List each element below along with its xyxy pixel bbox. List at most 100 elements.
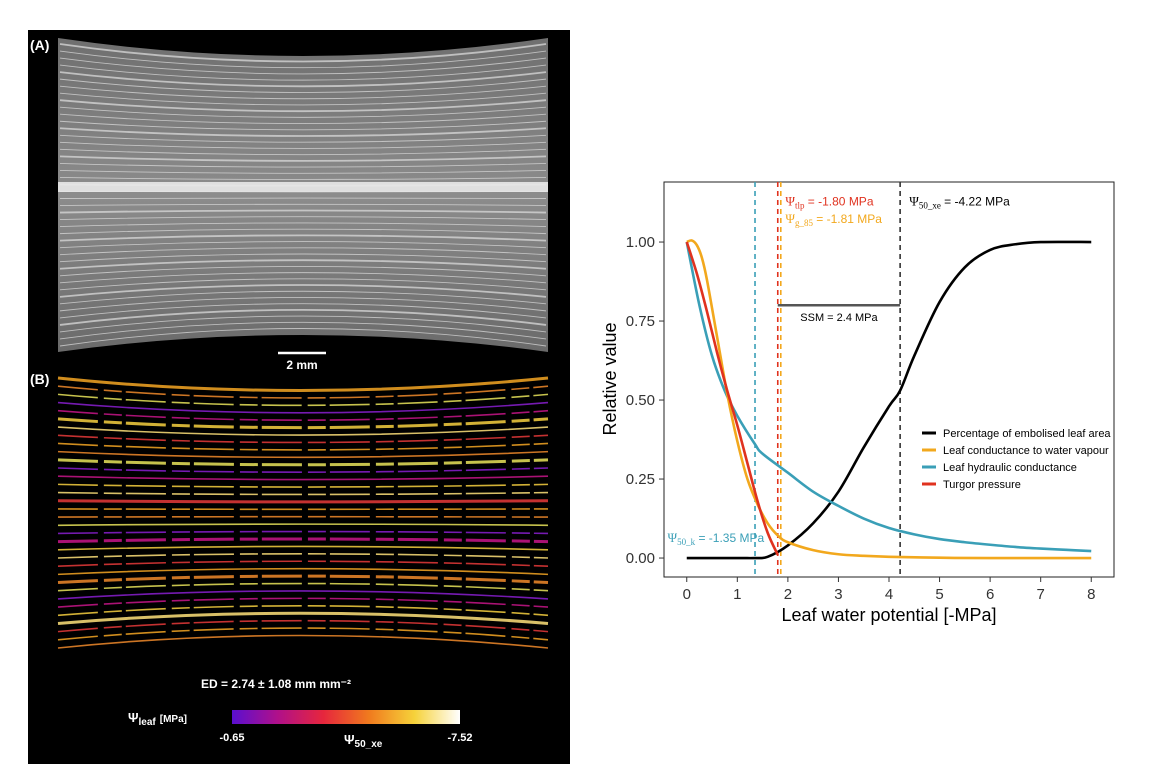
threshold-lines — [754, 182, 901, 577]
colorbar-mid-label: Ψ50_xe — [344, 732, 383, 750]
embolism-trace — [57, 491, 549, 496]
leaf-vein — [59, 253, 547, 263]
embolism-trace — [57, 611, 549, 625]
leaf-vein — [59, 297, 547, 312]
leaf-vein — [59, 134, 547, 143]
embolism-trace — [57, 409, 549, 421]
embolism-trace — [57, 574, 549, 585]
embolism-trace — [57, 560, 549, 567]
embolism-trace — [57, 627, 549, 641]
x-tick-label: 4 — [885, 586, 893, 603]
embolism-trace — [57, 553, 549, 559]
threshold-annotation: Ψ50_xe = -4.22 MPa — [909, 194, 1010, 211]
y-tick-label: 0.50 — [626, 392, 655, 409]
colorbar-max-label: -7.52 — [447, 732, 472, 744]
leaf-vein — [59, 162, 547, 168]
leaf-vein — [59, 222, 547, 228]
leaf-vein — [59, 148, 547, 156]
leaf-vein — [59, 284, 547, 298]
ssm-label: SSM = 2.4 MPa — [800, 312, 878, 324]
leaf-vein — [59, 155, 547, 162]
relative-value-chart: 0 1 2 3 4 5 6 7 8 0.00 0.25 0.50 0.75 1.00 SSM = 2.4… — [600, 181, 1115, 625]
y-tick-label: 0.75 — [626, 313, 655, 330]
x-tick-label: 5 — [935, 586, 943, 603]
leaf-vein — [59, 43, 547, 63]
embolism-trace — [57, 605, 549, 617]
y-axis-title: Relative value — [600, 322, 620, 435]
legend: Percentage of embolised leaf area Leaf co… — [922, 428, 1111, 491]
leaf-vein — [59, 92, 547, 106]
embolism-trace — [57, 376, 549, 392]
threshold-annotation: Ψtlp = -1.80 MPa — [785, 194, 873, 211]
x-tick-label: 6 — [986, 586, 994, 603]
leaf-image-panel: (A) 2 mm (B) ED = 2.74 ± 1.08 mm mm⁻² Ψl… — [28, 30, 570, 764]
ed-text: ED = 2.74 ± 1.08 mm mm⁻² — [201, 677, 351, 691]
embolism-trace — [57, 426, 549, 436]
y-axis-ticks: 0.00 0.25 0.50 0.75 1.00 — [626, 234, 664, 567]
x-tick-label: 7 — [1037, 586, 1045, 603]
embolism-trace — [57, 401, 549, 414]
leaf-vein — [59, 64, 547, 81]
embolism-trace — [57, 530, 549, 535]
leaf-vein — [59, 78, 547, 93]
leaf-vein — [59, 216, 547, 221]
x-tick-label: 8 — [1087, 586, 1095, 603]
leaf-vein — [59, 99, 547, 113]
embolism-trace — [57, 619, 549, 633]
threshold-annotation: Ψg_85 = -1.81 MPa — [785, 211, 882, 228]
leaf-vein — [59, 290, 547, 305]
leaf-vein — [59, 113, 547, 125]
y-tick-label: 0.25 — [626, 471, 655, 488]
midrib — [58, 182, 548, 192]
legend-entry: Percentage of embolised leaf area — [943, 428, 1111, 440]
leaf-vein — [59, 234, 547, 242]
leaf-vein — [59, 309, 547, 326]
embolism-trace — [57, 385, 549, 399]
embolism-trace — [57, 545, 549, 551]
leaf-vein — [59, 241, 547, 249]
x-tick-label: 3 — [834, 586, 842, 603]
leaf-vein — [59, 265, 547, 277]
embolism-trace — [57, 467, 549, 473]
series-line-1 — [686, 239, 1092, 560]
embolism-trace — [57, 537, 549, 544]
series-lines — [685, 239, 1092, 560]
leaf-vein — [59, 85, 547, 100]
embolism-trace — [57, 523, 549, 527]
leaf-vein — [59, 247, 547, 256]
embolism-trace — [57, 393, 549, 407]
series-line-3 — [685, 241, 779, 556]
leaf-vein — [59, 57, 547, 75]
embolism-trace — [57, 442, 549, 451]
leaf-vein — [59, 278, 547, 291]
leaf-vein — [59, 328, 547, 347]
x-tick-label: 0 — [683, 586, 691, 603]
embolism-trace — [57, 417, 549, 430]
scale-bar-label: 2 mm — [286, 358, 317, 372]
embolism-trace — [57, 590, 549, 600]
colorbar-title: Ψleaf [MPa] — [128, 710, 187, 728]
leaf-vein — [59, 127, 547, 137]
leaf-image-svg: (A) 2 mm (B) ED = 2.74 ± 1.08 mm mm⁻² Ψl… — [30, 37, 549, 750]
leaf-vein — [59, 71, 547, 88]
legend-entry: Leaf hydraulic conductance — [943, 462, 1077, 474]
leaf-vein — [59, 203, 547, 206]
legend-entry: Leaf conductance to water vapour — [943, 445, 1109, 457]
leaf-vein — [59, 176, 547, 180]
leaf-vein — [59, 169, 547, 174]
leaf-xray-image — [58, 38, 548, 352]
embolism-trace — [57, 483, 549, 488]
embolism-trace — [57, 475, 549, 481]
leaf-vein — [59, 50, 547, 69]
threshold-annotation: Ψ50_k = -1.35 MPa — [668, 530, 765, 547]
series-line-0 — [686, 240, 1092, 560]
embolism-trace — [57, 458, 549, 467]
leaf-veins — [59, 43, 547, 347]
embolism-trace — [57, 434, 549, 444]
embolism-trace — [57, 582, 549, 592]
x-axis-ticks: 0 1 2 3 4 5 6 7 8 — [683, 577, 1095, 603]
leaf-vein — [59, 141, 547, 149]
y-tick-label: 0.00 — [626, 550, 655, 567]
leaf-vein — [59, 228, 547, 235]
